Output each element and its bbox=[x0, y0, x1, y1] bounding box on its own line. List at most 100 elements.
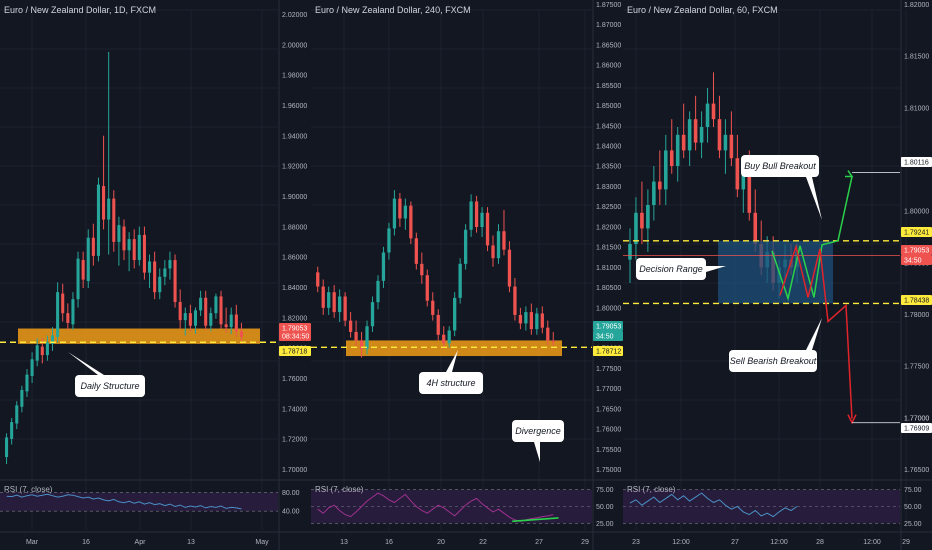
panel-title: Euro / New Zealand Dollar, 240, FXCM bbox=[315, 5, 471, 15]
callout: 4H structure bbox=[419, 350, 483, 394]
x-tick-label: May bbox=[255, 539, 269, 546]
x-tick-label: 16 bbox=[82, 539, 90, 546]
rsi-line bbox=[6, 493, 242, 510]
candle-body bbox=[463, 229, 468, 264]
candle-body bbox=[646, 205, 650, 229]
candle-body bbox=[229, 314, 233, 328]
y-tick-label: 1.77000 bbox=[904, 415, 929, 422]
candle-body bbox=[359, 340, 364, 349]
candle-body bbox=[71, 299, 75, 325]
price-tag: 34:50 bbox=[593, 331, 623, 341]
candle-body bbox=[447, 330, 451, 344]
x-tick-label: Mar bbox=[26, 539, 39, 546]
candle-body bbox=[453, 297, 457, 331]
candle-body bbox=[741, 173, 746, 190]
chart-panel-3[interactable]: Euro / New Zealand Dollar, 60, FXCM 1.820… bbox=[623, 0, 932, 550]
callout-box bbox=[636, 258, 706, 280]
y-tick-label: 1.76500 bbox=[596, 406, 621, 413]
candle-body bbox=[127, 239, 131, 251]
candle-body bbox=[163, 268, 167, 277]
y-tick-label: 1.76500 bbox=[904, 467, 929, 474]
callout-tail bbox=[534, 442, 540, 462]
y-tick-label: 1.94000 bbox=[282, 133, 307, 140]
candle-body bbox=[717, 119, 722, 151]
candles bbox=[316, 190, 555, 358]
candle-body bbox=[442, 334, 446, 344]
candle-body bbox=[10, 422, 14, 439]
candle-body bbox=[30, 359, 34, 377]
callout-box bbox=[741, 155, 819, 177]
candle-body bbox=[35, 345, 39, 361]
candle-body bbox=[173, 260, 177, 302]
callout-box bbox=[419, 372, 483, 394]
candle-body bbox=[681, 134, 686, 151]
x-tick-label: 13 bbox=[340, 539, 348, 546]
price-tag-label: 08:34:50 bbox=[282, 334, 309, 341]
candle-body bbox=[81, 260, 85, 280]
y-tick-label: 1.72000 bbox=[282, 437, 307, 444]
rsi-tick-label: 50.00 bbox=[596, 504, 614, 511]
candle-body bbox=[398, 198, 402, 219]
candle-body bbox=[507, 249, 512, 287]
callout-tail bbox=[68, 352, 104, 375]
candle-body bbox=[15, 405, 19, 424]
y-tick-label: 1.81000 bbox=[596, 265, 621, 272]
grid bbox=[311, 9, 592, 530]
price-tag-label: 1.78712 bbox=[596, 349, 621, 356]
y-tick-label: 1.80500 bbox=[596, 285, 621, 292]
y-tick-label: 1.83000 bbox=[596, 184, 621, 191]
x-tick-label: 23 bbox=[632, 539, 640, 546]
x-axis: 13 16 20 22 27 29 bbox=[311, 531, 623, 546]
candle-body bbox=[219, 296, 223, 325]
candle-body bbox=[705, 103, 710, 127]
grid bbox=[0, 9, 278, 530]
candle-body bbox=[348, 320, 353, 332]
price-tag-label: 1.76909 bbox=[904, 426, 929, 433]
rsi-line bbox=[317, 492, 554, 522]
price-tag: 1.78712 bbox=[593, 346, 623, 356]
rsi-pane: RSI (7, close) 75.00 50.00 25.00 bbox=[623, 479, 932, 528]
candle-body bbox=[551, 340, 555, 342]
chart-panel-2[interactable]: Euro / New Zealand Dollar, 240, FXCM 1.87… bbox=[311, 0, 623, 550]
candles bbox=[5, 51, 243, 465]
rsi-tick-label: 25.00 bbox=[904, 521, 922, 528]
candle-body bbox=[40, 346, 44, 356]
price-tag-label: 1.77000 bbox=[904, 416, 929, 423]
candle-body bbox=[392, 198, 397, 229]
candle-body bbox=[365, 326, 369, 349]
candle-body bbox=[188, 313, 192, 326]
buy-arrowhead bbox=[845, 170, 854, 178]
y-tick-label: 1.90000 bbox=[282, 194, 307, 201]
buy-path bbox=[771, 176, 853, 302]
price-tag: 08:34:50 bbox=[279, 331, 311, 341]
candle-body bbox=[112, 198, 116, 242]
candle-body bbox=[753, 212, 758, 244]
candle-body bbox=[158, 276, 162, 293]
y-tick-label: 1.82000 bbox=[282, 315, 307, 322]
candle-body bbox=[234, 314, 238, 332]
y-tick-label: 1.76000 bbox=[282, 376, 307, 383]
candle-body bbox=[193, 310, 198, 326]
candle-body bbox=[634, 212, 638, 244]
x-tick-label: 16 bbox=[385, 539, 393, 546]
chart-panel-1[interactable]: Euro / New Zealand Dollar, 1D, FXCM 2.020… bbox=[0, 0, 311, 550]
candle-body bbox=[321, 286, 325, 308]
rsi-tick-label: 50.00 bbox=[904, 504, 922, 511]
price-tag: 1.79053 bbox=[901, 245, 932, 255]
price-tag: 1.78438 bbox=[901, 295, 932, 305]
divergence-line bbox=[512, 517, 559, 523]
y-tick-label: 1.87000 bbox=[596, 22, 621, 29]
candle-body bbox=[469, 201, 473, 230]
candle-body bbox=[209, 313, 213, 326]
y-tick-label: 1.82500 bbox=[596, 204, 621, 211]
price-tag: 1.79241 bbox=[901, 227, 932, 237]
y-tick-label: 1.86000 bbox=[596, 63, 621, 70]
y-tick-label: 1.74000 bbox=[282, 406, 307, 413]
candle-body bbox=[480, 212, 484, 227]
candle-body bbox=[381, 252, 386, 281]
rsi-tick-label: 75.00 bbox=[596, 487, 614, 494]
candle-body bbox=[148, 261, 152, 273]
callout-text: Sell Bearish Breakout bbox=[730, 356, 817, 366]
x-tick-label: 12:00 bbox=[863, 539, 881, 546]
support-zone bbox=[18, 328, 260, 344]
